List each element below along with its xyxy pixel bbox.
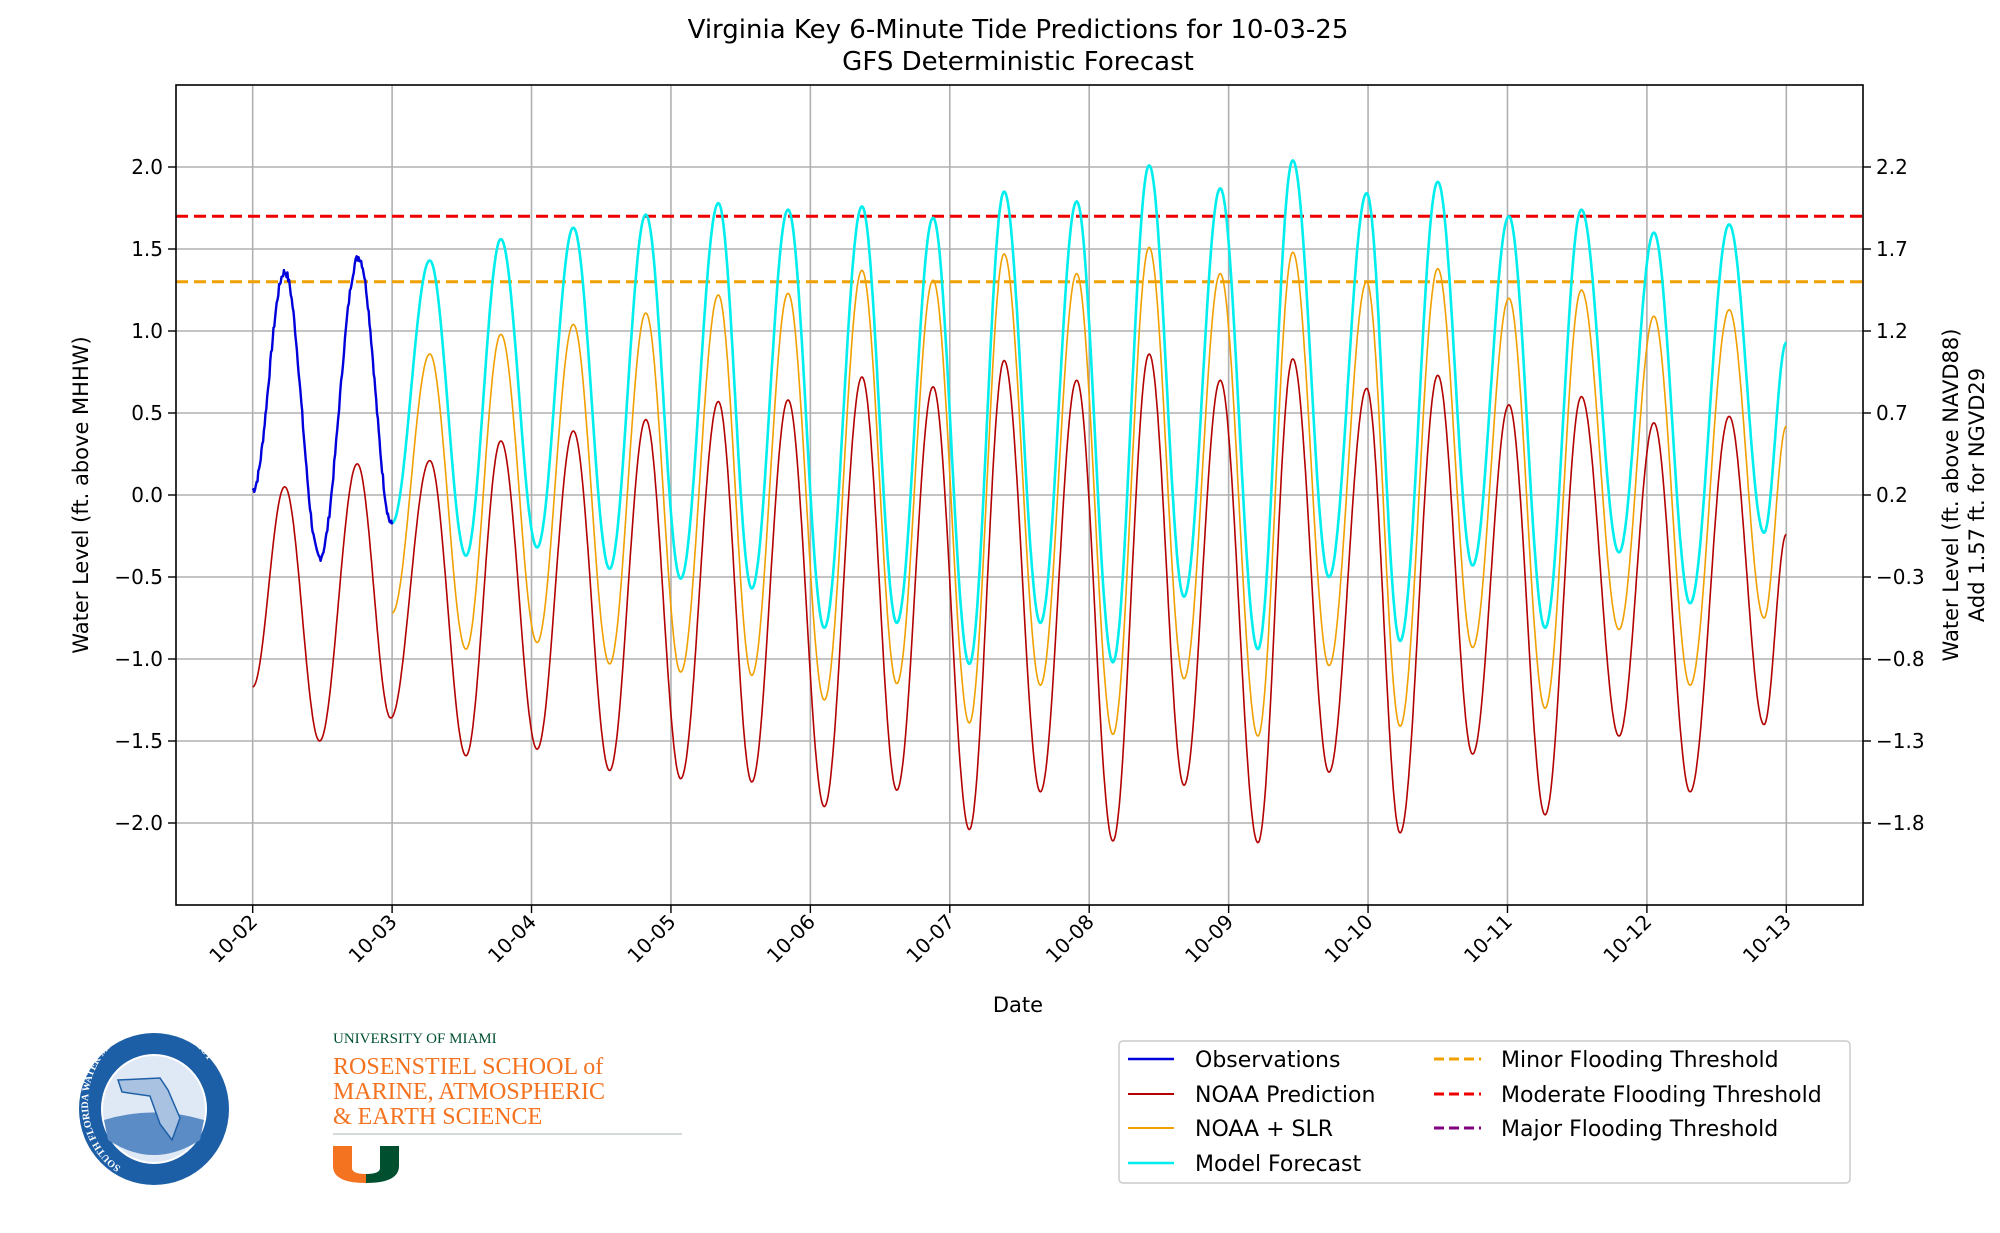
x-tick-label: 10-03 <box>344 910 402 968</box>
x-tick-label: 10-06 <box>762 910 820 968</box>
x-tick-label: 10-09 <box>1180 910 1238 968</box>
threshold-lines <box>176 214 1863 284</box>
y-right-tick-label: 1.2 <box>1876 319 1908 343</box>
x-tick-label: 10-10 <box>1320 910 1378 968</box>
um-u-right-icon <box>366 1146 399 1183</box>
um-school-line2: MARINE, ATMOSPHERIC <box>333 1079 605 1105</box>
y-right-tick-label: −0.3 <box>1876 565 1925 589</box>
y-tick-label: 0.5 <box>131 401 163 425</box>
um-school-line3: & EARTH SCIENCE <box>333 1104 542 1130</box>
y-tick-label: 2.0 <box>131 155 163 179</box>
y-right-tick-label: −1.3 <box>1876 729 1925 753</box>
y-tick-label: 0.0 <box>131 483 163 507</box>
um-school-line1: ROSENSTIEL SCHOOL of <box>333 1054 603 1080</box>
y-tick-label: −2.0 <box>114 811 163 835</box>
x-tick-label: 10-04 <box>483 910 541 968</box>
um-rosenstiel-logo: UNIVERSITY OF MIAMI ROSENSTIEL SCHOOL of… <box>333 1031 682 1183</box>
legend-label-major-threshold: Major Flooding Threshold <box>1501 1117 1778 1142</box>
axis-ticks: 10-02 10-03 10-04 10-05 10-06 10-07 10-08 10-09… <box>114 155 1924 968</box>
series-lines <box>251 159 1788 844</box>
legend-label-minor-threshold: Minor Flooding Threshold <box>1501 1048 1779 1073</box>
um-u-left-icon <box>333 1146 366 1183</box>
y-right-axis-label-note: Add 1.57 ft. for NGVD29 <box>1965 368 1989 622</box>
y-right-tick-label: 1.7 <box>1876 237 1908 261</box>
legend-label-noaa-slr: NOAA + SLR <box>1195 1117 1333 1142</box>
y-right-tick-label: 0.2 <box>1876 483 1908 507</box>
x-tick-label: 10-05 <box>622 910 680 968</box>
y-right-tick-label: −0.8 <box>1876 647 1925 671</box>
x-axis-label: Date <box>993 993 1043 1017</box>
florida-map-icon <box>116 1077 181 1142</box>
series-line-observations <box>251 255 394 562</box>
series-line-model-forecast <box>391 159 1788 666</box>
series-line-noaa-prediction <box>252 353 1787 844</box>
chart-title: Virginia Key 6-Minute Tide Predictions f… <box>688 15 1349 45</box>
um-name: UNIVERSITY OF MIAMI <box>333 1031 497 1047</box>
legend-label-noaa-prediction: NOAA Prediction <box>1195 1083 1375 1108</box>
x-tick-label: 10-11 <box>1459 910 1517 968</box>
x-tick-label: 10-13 <box>1738 910 1796 968</box>
chart-subtitle: GFS Deterministic Forecast <box>842 47 1194 77</box>
legend-label-moderate-threshold: Moderate Flooding Threshold <box>1501 1083 1822 1108</box>
y-right-axis-label: Water Level (ft. above NAVD88) <box>1939 329 1963 662</box>
y-tick-label: −1.0 <box>114 647 163 671</box>
y-right-tick-label: 2.2 <box>1876 155 1908 179</box>
y-tick-label: −1.5 <box>114 729 163 753</box>
y-axis-label: Water Level (ft. above MHHW) <box>69 336 93 653</box>
water-icon <box>104 1112 204 1155</box>
y-right-tick-label: 0.7 <box>1876 401 1908 425</box>
legend: Observations NOAA Prediction NOAA + SLR … <box>1118 1040 1851 1184</box>
y-tick-label: −0.5 <box>114 565 163 589</box>
series-line-noaa-slr <box>391 246 1787 737</box>
y-tick-label: 1.0 <box>131 319 163 343</box>
x-tick-label: 10-08 <box>1041 910 1099 968</box>
y-tick-label: 1.5 <box>131 237 163 261</box>
y-right-tick-label: −1.8 <box>1876 811 1925 835</box>
x-tick-label: 10-12 <box>1598 910 1656 968</box>
x-tick-label: 10-02 <box>204 910 262 968</box>
legend-label-model-forecast: Model Forecast <box>1195 1152 1362 1177</box>
x-tick-label: 10-07 <box>901 910 959 968</box>
sfwmd-seal-logo: SOUTH FLORIDA WATER MANAGEMENT DISTRICT <box>79 1021 229 1185</box>
legend-box <box>1118 1040 1851 1184</box>
legend-label-observations: Observations <box>1195 1048 1340 1073</box>
